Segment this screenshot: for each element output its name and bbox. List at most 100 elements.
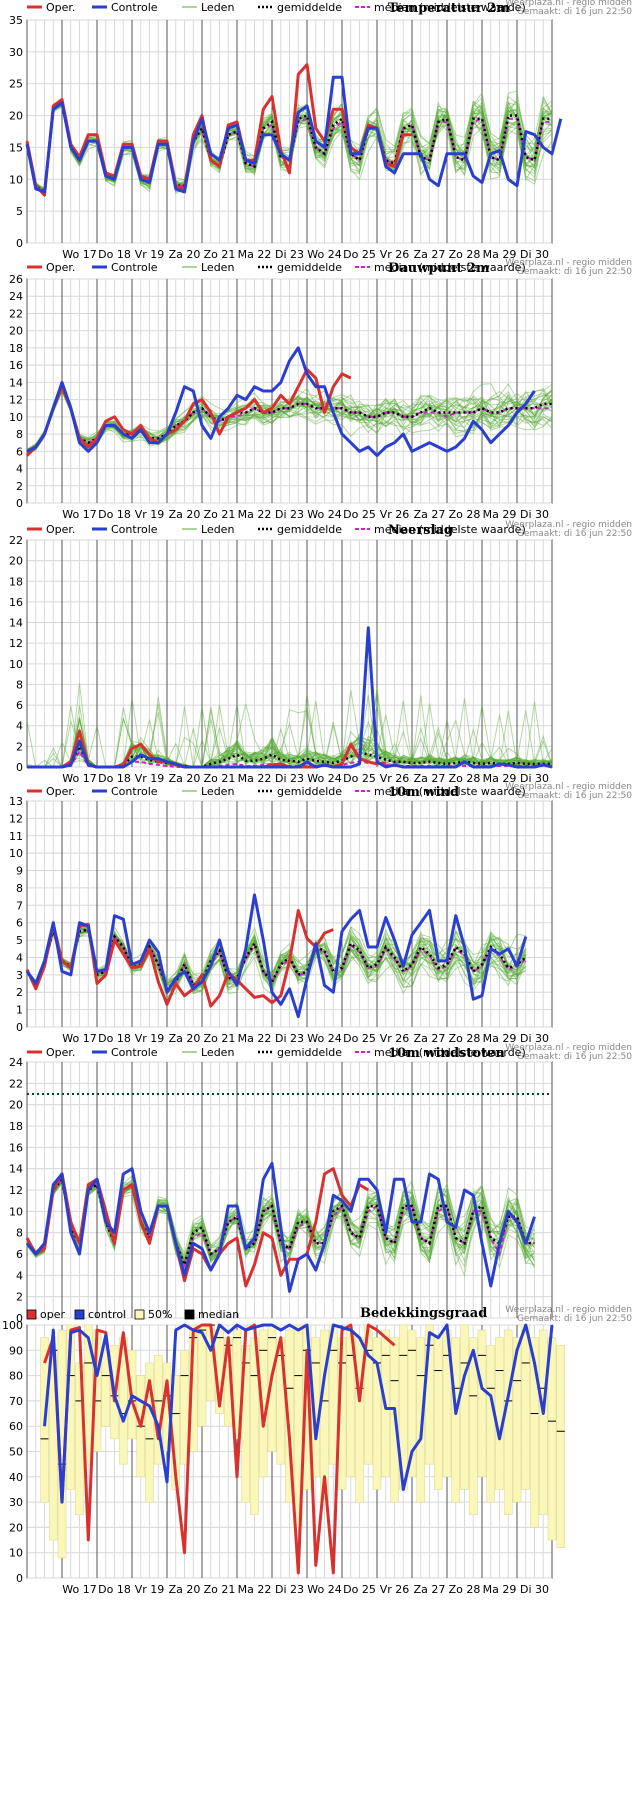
band-bar <box>355 1337 364 1503</box>
y-tick-label: 18 <box>9 342 23 355</box>
legend-label-median: median (middelste waarde) <box>374 1 526 14</box>
y-tick-label: 6 <box>16 699 23 712</box>
legend-label-oper: Oper. <box>46 1046 75 1059</box>
x-tick-label: Ma 29 <box>483 508 517 521</box>
control-line <box>25 75 563 194</box>
band-bar <box>521 1324 531 1490</box>
band-bar <box>451 1337 461 1503</box>
legend-label-median: median (middelste waarde) <box>374 523 526 536</box>
legend-label-control: Controle <box>111 785 158 798</box>
y-tick-label: 10 <box>9 173 23 186</box>
y-tick-label: 10 <box>9 847 23 860</box>
x-tick-label: Vr 19 <box>135 1583 165 1596</box>
y-tick-label: 6 <box>16 917 23 930</box>
band-bar <box>512 1337 522 1503</box>
band-bar <box>232 1329 242 1440</box>
legend-label-control: control <box>88 1308 126 1321</box>
x-tick-label: Za 20 <box>169 508 201 521</box>
x-tick-label: Za 27 <box>414 508 446 521</box>
legend-label-median: median <box>198 1308 239 1321</box>
y-tick-label: 35 <box>9 14 23 27</box>
chart-title: 10m wind <box>388 785 459 800</box>
y-tick-label: 8 <box>16 678 23 691</box>
x-tick-label: Ma 29 <box>483 772 517 785</box>
legend-label-oper: Oper. <box>46 1 75 14</box>
member-line <box>26 388 553 453</box>
y-tick-label: 0 <box>16 1021 23 1034</box>
y-tick-label: 16 <box>9 359 23 372</box>
site-label: Weerplaza.nl - regio midden <box>505 520 632 530</box>
y-tick-label: 12 <box>9 812 23 825</box>
member-line <box>26 382 553 453</box>
x-tick-label: Do 25 <box>343 508 376 521</box>
y-tick-label: 20 <box>9 555 23 568</box>
x-tick-label: Ma 29 <box>483 248 517 261</box>
y-tick-label: 2 <box>16 480 23 493</box>
legend-swatch-control <box>74 1309 85 1320</box>
y-tick-label: 16 <box>9 1141 23 1154</box>
x-tick-label: Zo 28 <box>449 1583 481 1596</box>
y-tick-label: 20 <box>9 1099 23 1112</box>
x-tick-label: Do 18 <box>98 1032 131 1045</box>
band-bar <box>556 1344 566 1548</box>
x-tick-label: Wo 24 <box>307 1583 341 1596</box>
x-tick-label: Vr 19 <box>135 772 165 785</box>
x-tick-label: Do 18 <box>98 248 131 261</box>
y-tick-label: 13 <box>9 795 23 808</box>
member-line <box>26 388 553 450</box>
legend-label-mean: gemiddelde <box>277 1 342 14</box>
x-tick-label: Do 25 <box>343 1032 376 1045</box>
legend-label-members: Leden <box>201 523 234 536</box>
legend-label-members: Leden <box>201 261 234 274</box>
member-line <box>26 382 553 451</box>
member-line <box>26 385 553 452</box>
site-label: Weerplaza.nl - regio midden <box>505 782 632 792</box>
member-line <box>26 380 553 451</box>
made-label: Gemaakt: di 16 jun 22:50 <box>517 791 632 801</box>
member-line <box>26 386 553 454</box>
x-tick-label: Wo 24 <box>307 508 341 521</box>
legend-swatch-oper <box>26 1309 37 1320</box>
band-bar <box>101 1350 111 1427</box>
y-tick-label: 22 <box>9 1077 23 1090</box>
x-tick-label: Zo 28 <box>449 508 481 521</box>
legend-label-members: Leden <box>201 1 234 14</box>
x-tick-label: Di 30 <box>520 772 549 785</box>
x-tick-label: Di 30 <box>520 1583 549 1596</box>
made-label: Gemaakt: di 16 jun 22:50 <box>517 1314 632 1324</box>
y-tick-label: 20 <box>9 1521 23 1534</box>
member-line <box>26 1178 535 1267</box>
legend-label-median: median (middelste waarde) <box>374 785 526 798</box>
y-tick-label: 15 <box>9 141 23 154</box>
legend-label-oper: Oper. <box>46 785 75 798</box>
control-line <box>43 1323 554 1504</box>
x-tick-label: Di 23 <box>275 1032 304 1045</box>
band-bar <box>503 1329 513 1516</box>
member-line <box>26 1182 535 1269</box>
oper-line <box>43 1323 396 1575</box>
y-tick-label: 50 <box>9 1446 23 1459</box>
x-tick-label: Ma 22 <box>238 772 272 785</box>
member-line <box>26 390 553 454</box>
y-tick-label: 5 <box>16 934 23 947</box>
site-label: Weerplaza.nl - regio midden <box>505 1043 632 1053</box>
x-tick-label: Wo 24 <box>307 772 341 785</box>
x-tick-label: Za 20 <box>169 1583 201 1596</box>
y-tick-label: 0 <box>16 1572 23 1585</box>
chart-title: Temperatuur 2m <box>388 1 510 16</box>
y-tick-label: 6 <box>16 1248 23 1261</box>
y-tick-label: 0 <box>16 761 23 774</box>
x-tick-label: Ma 22 <box>238 1583 272 1596</box>
y-tick-label: 70 <box>9 1395 23 1408</box>
x-tick-label: Ma 22 <box>238 1032 272 1045</box>
member-line <box>26 385 553 453</box>
x-tick-label: Vr 26 <box>380 772 410 785</box>
site-label: Weerplaza.nl - regio midden <box>505 1305 632 1315</box>
band-bar <box>468 1337 478 1516</box>
x-tick-label: Ma 22 <box>238 248 272 261</box>
mean-line <box>25 924 527 991</box>
y-tick-label: 11 <box>9 830 23 843</box>
band-bar <box>293 1324 303 1528</box>
